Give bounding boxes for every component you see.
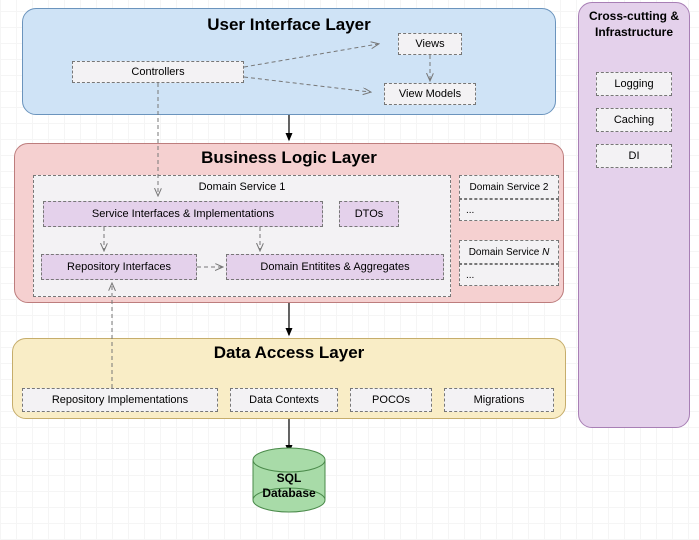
data-layer-title: Data Access Layer [13,343,565,363]
dtos-box: DTOs [339,201,399,227]
repository-interfaces-box: Repository Interfaces [41,254,197,280]
data-contexts-box: Data Contexts [230,388,338,412]
service-interfaces-box: Service Interfaces & Implementations [43,201,323,227]
migrations-box: Migrations [444,388,554,412]
svg-text:SQL: SQL [277,471,302,485]
database-icon: SQL Database [253,448,325,512]
ui-layer-title: User Interface Layer [23,15,555,35]
crosscutting-layer: Cross-cutting &Infrastructure [578,2,690,428]
business-layer-title: Business Logic Layer [15,148,563,168]
repository-implementations-box: Repository Implementations [22,388,218,412]
viewmodels-box: View Models [384,83,476,105]
caching-box: Caching [596,108,672,132]
domain-service-2-dots: ... [459,199,559,221]
logging-box: Logging [596,72,672,96]
svg-text:Database: Database [262,486,316,500]
domain-service-n-dots: ... [459,264,559,286]
di-box: DI [596,144,672,168]
pocos-box: POCOs [350,388,432,412]
domain-service-2-box: Domain Service 2 [459,175,559,199]
crosscutting-title: Cross-cutting &Infrastructure [579,9,689,40]
controllers-box: Controllers [72,61,244,83]
views-box: Views [398,33,462,55]
domain-service-n-box: Domain Service N [459,240,559,264]
domain-entities-box: Domain Entitites & Aggregates [226,254,444,280]
